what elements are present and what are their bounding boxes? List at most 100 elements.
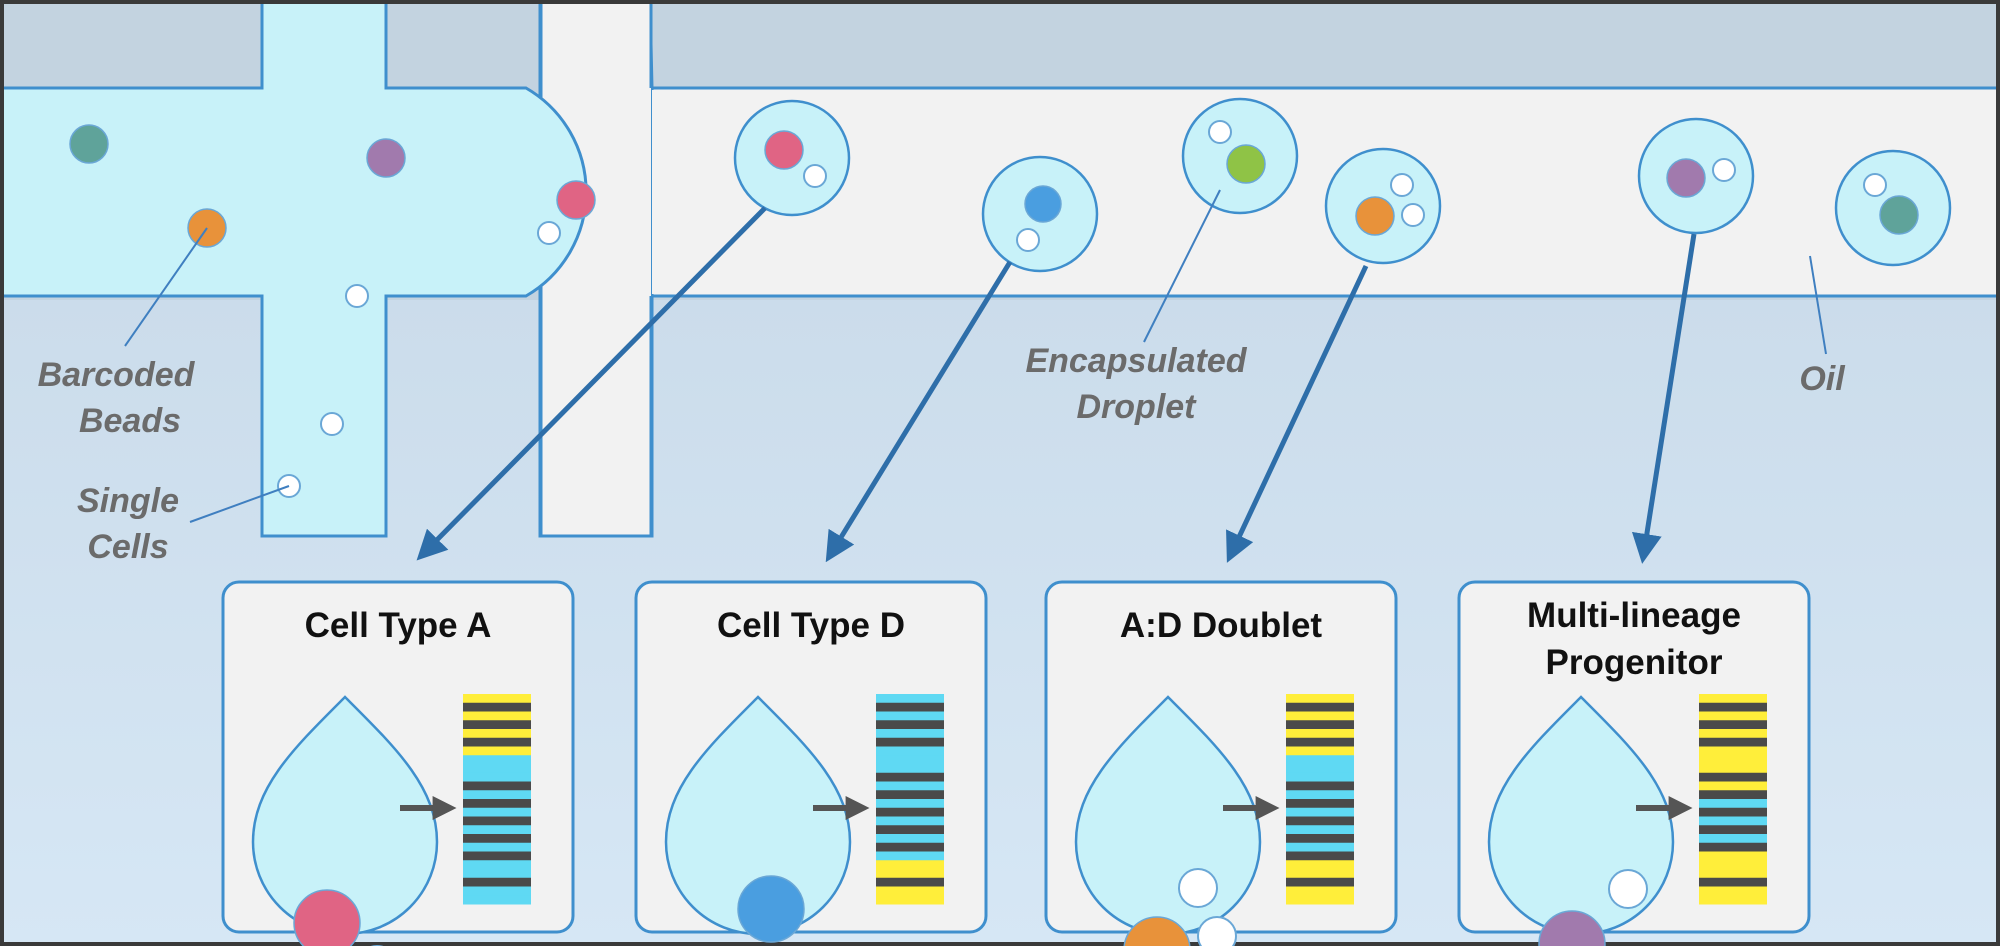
barcode-band (463, 851, 531, 861)
barcode-band (1699, 790, 1767, 800)
barcode-band (463, 772, 531, 782)
barcode-band (1286, 764, 1354, 774)
barcode-band (1699, 755, 1767, 765)
annotation-lines (124, 189, 1827, 523)
barcode-band (1699, 842, 1767, 852)
label-encapsulated-line1: Encapsulated (1025, 342, 1247, 380)
barcode (1286, 694, 1354, 905)
single-cell (537, 221, 561, 245)
barcode-band (1699, 702, 1767, 712)
barcode-band (463, 711, 531, 721)
cell (1226, 144, 1266, 184)
barcode-band (876, 842, 944, 852)
droplets (733, 97, 1952, 273)
barcode-band (1699, 729, 1767, 739)
droplet-arrows (416, 206, 1697, 564)
barcode-band (1699, 825, 1767, 835)
barcode-band (876, 895, 944, 905)
arrow-to-cell-type-a (416, 206, 767, 561)
barcode-band (1286, 720, 1354, 730)
cell (1355, 196, 1395, 236)
single-cell (345, 284, 369, 308)
barcode-band (463, 816, 531, 826)
barcode-band (1286, 755, 1354, 765)
barcode-band (1699, 737, 1767, 747)
barcode-band (463, 877, 531, 887)
barcode-band (1699, 781, 1767, 791)
barcode-band (463, 895, 531, 905)
barcode-band (1699, 886, 1767, 896)
result-box: Cell Type D (634, 580, 988, 943)
barcode-band (1286, 886, 1354, 896)
cell (1123, 916, 1191, 946)
arrow-to-doublet (1226, 264, 1369, 563)
barcode-band (1286, 781, 1354, 791)
bead (1016, 228, 1040, 252)
result-boxes: Cell Type A Cell Type D A:D Doublet Multi-l… (221, 580, 1811, 946)
result-box: Multi-lineage Progenitor (1457, 580, 1811, 946)
label-single-cells-line1: Single (77, 482, 179, 520)
channel-cells (69, 124, 596, 498)
barcode-band (463, 825, 531, 835)
barcode (1699, 694, 1767, 905)
barcode-band (463, 755, 531, 765)
barcode-band (463, 799, 531, 809)
barcode-band (1699, 877, 1767, 887)
barcode-band (1699, 834, 1767, 844)
bead (1178, 868, 1218, 908)
droplet (1324, 147, 1442, 265)
barcode (876, 694, 944, 905)
barcode-band (876, 825, 944, 835)
cell (1879, 195, 1919, 235)
barcode-band (876, 790, 944, 800)
barcode-band (876, 834, 944, 844)
barcode-band (1699, 807, 1767, 817)
barcode-band (876, 886, 944, 896)
barcode-band (876, 711, 944, 721)
barcode-band (876, 799, 944, 809)
barcode-band (1699, 895, 1767, 905)
barcode-band (1699, 711, 1767, 721)
bead (803, 164, 827, 188)
barcode-band (1699, 869, 1767, 879)
barcode-band (1699, 799, 1767, 809)
bead (1863, 173, 1887, 197)
droplet (1834, 149, 1952, 267)
barcode-band (876, 851, 944, 861)
cell (293, 889, 361, 946)
barcode-band (876, 772, 944, 782)
barcode-band (1699, 816, 1767, 826)
result-box-title: A:D Doublet (1120, 606, 1323, 645)
barcode-band (1699, 764, 1767, 774)
barcode-band (876, 720, 944, 730)
droplet (733, 99, 851, 217)
label-barcoded-beads-line1: Barcoded (38, 356, 196, 394)
barcode-band (1699, 860, 1767, 870)
label-barcoded-beads-line2: Beads (79, 402, 181, 440)
barcode-band (1699, 746, 1767, 756)
barcode-band (463, 869, 531, 879)
cell (1024, 185, 1062, 223)
barcode-band (1286, 799, 1354, 809)
barcode-band (876, 860, 944, 870)
barcode-band (1286, 842, 1354, 852)
barcode-band (463, 834, 531, 844)
barcode-band (1286, 702, 1354, 712)
bead (1197, 916, 1237, 946)
label-oil: Oil (1799, 360, 1846, 398)
barcode-band (1286, 834, 1354, 844)
barcode-band (1286, 790, 1354, 800)
label-single-cells-line2: Cells (87, 528, 168, 566)
barcode-band (1286, 711, 1354, 721)
bead (1208, 120, 1232, 144)
barcode-band (1699, 772, 1767, 782)
cell (1538, 910, 1606, 946)
barcode-band (1286, 851, 1354, 861)
barcode-band (876, 746, 944, 756)
bead-pink (556, 180, 596, 220)
barcode-band (876, 737, 944, 747)
barcode-band (1286, 694, 1354, 704)
single-cell (320, 412, 344, 436)
barcode-band (1286, 772, 1354, 782)
